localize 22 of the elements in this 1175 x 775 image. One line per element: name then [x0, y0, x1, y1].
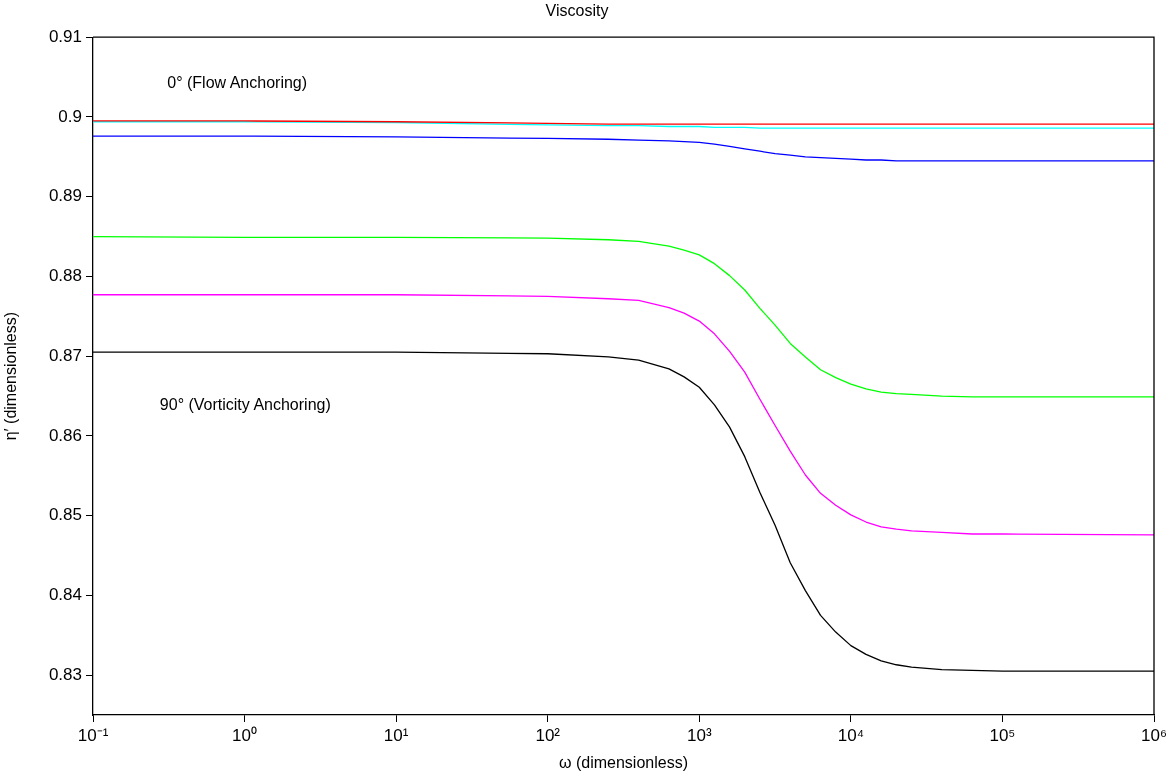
y-tick-label: 0.88	[48, 266, 82, 286]
x-tick-label: 10²	[535, 725, 561, 745]
x-tick-label: 10⁻¹	[77, 725, 109, 745]
chart-title: Viscosity	[545, 2, 609, 20]
x-tick-label: 10¹	[383, 725, 409, 745]
x-tick-label: 10⁶	[1141, 725, 1167, 745]
x-tick-label: 10⁰	[232, 725, 258, 745]
annotation: 0° (Flow Anchoring)	[167, 74, 308, 93]
annotation: 90° (Vorticity Anchoring)	[159, 396, 331, 415]
x-tick-label: 10³	[687, 725, 712, 745]
x-axis-title: ω (dimensionless)	[559, 753, 688, 771]
y-tick-label: 0.9	[58, 106, 82, 126]
y-tick-label: 0.89	[48, 186, 82, 206]
y-tick-label: 0.84	[48, 585, 82, 605]
y-tick-label: 0.85	[48, 505, 82, 525]
y-tick-label: 0.83	[48, 664, 82, 684]
y-tick-label: 0.86	[48, 425, 82, 445]
y-tick-label: 0.91	[48, 26, 82, 46]
x-tick-label: 10⁴	[837, 725, 864, 745]
y-tick-label: 0.87	[48, 345, 82, 365]
x-tick-label: 10⁵	[989, 725, 1016, 745]
y-axis-title: η′ (dimensionless)	[2, 311, 20, 441]
